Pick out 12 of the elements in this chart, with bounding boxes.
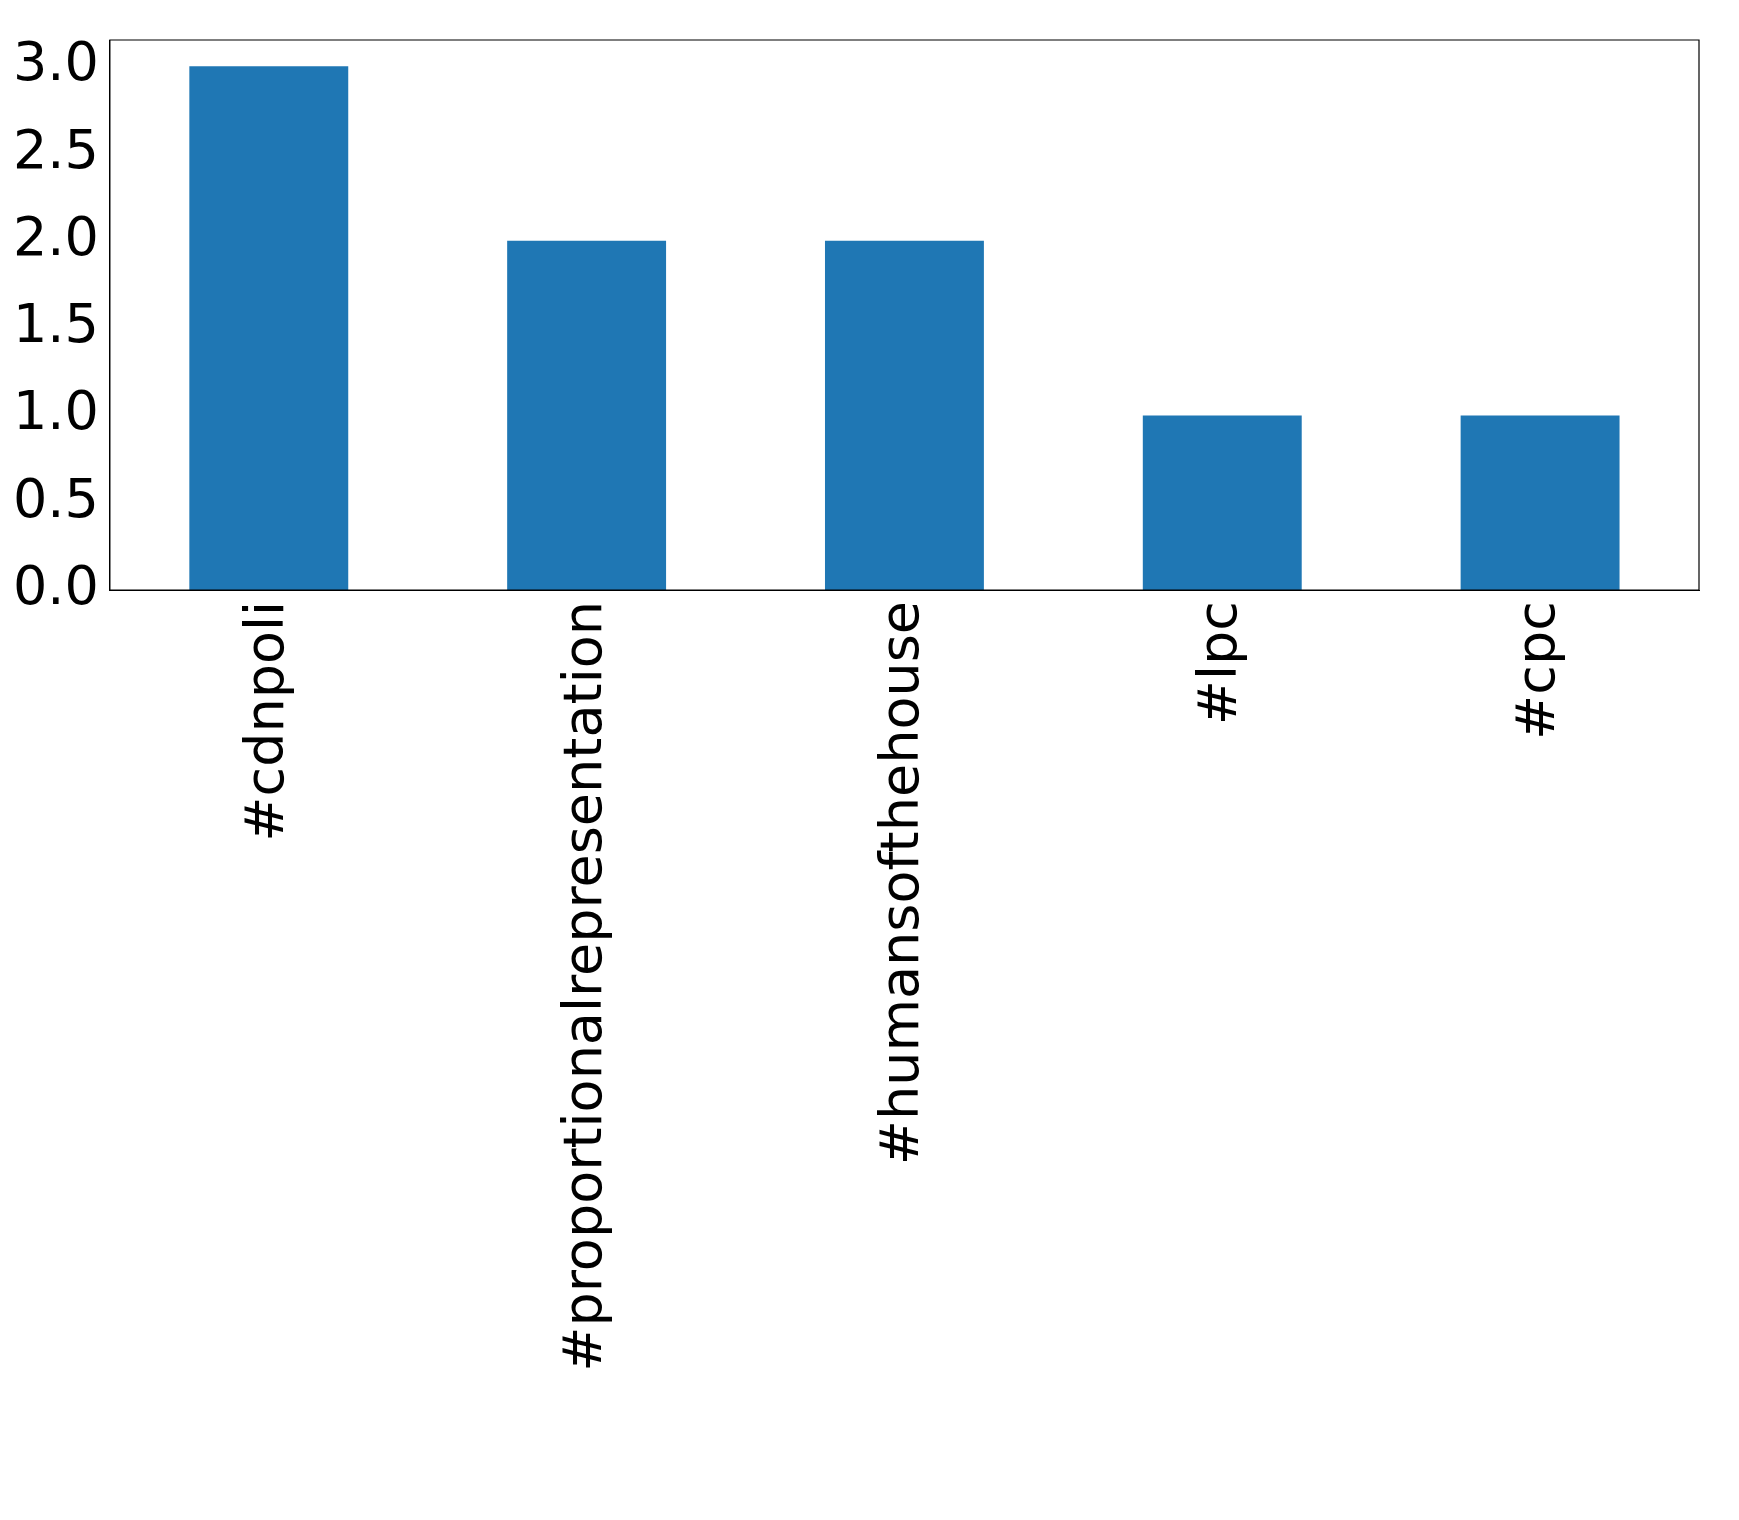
x-tick-label: #lpc [1186,601,1250,726]
x-tick-label: #proportionalrepresentation [550,601,614,1372]
x-tick-label: #cdnpoli [232,601,296,842]
y-tick-label: 3.0 [12,30,99,94]
x-tick-label: #cpc [1504,601,1568,740]
y-tick-label: 2.0 [12,204,99,268]
y-tick-label: 0.0 [12,554,99,618]
y-tick-label: 1.0 [12,379,99,443]
y-tick-label: 0.5 [12,466,99,530]
x-tick-label: #humansofthehouse [868,601,932,1166]
y-tick-label: 2.5 [12,117,99,181]
y-tick-label: 1.5 [12,292,99,356]
